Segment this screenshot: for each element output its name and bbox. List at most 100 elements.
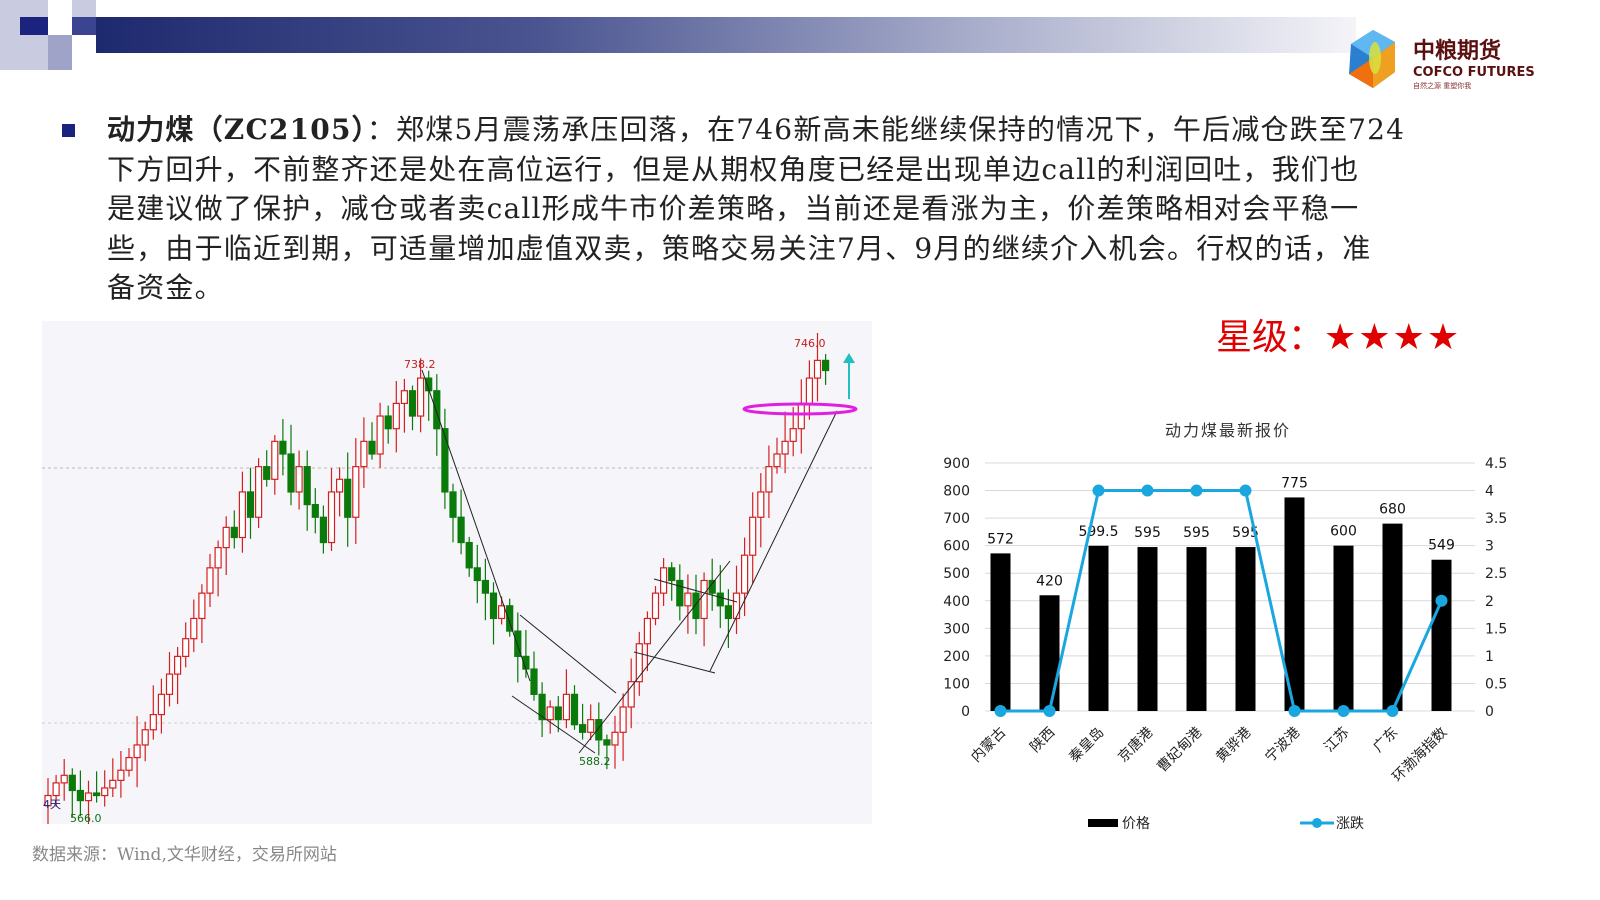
line-point	[1190, 484, 1203, 497]
x-tick-label: 黄骅港	[1213, 724, 1255, 766]
y2-tick-label: 2.5	[1485, 566, 1507, 582]
candle-body	[271, 440, 279, 480]
y-tick-label: 200	[943, 649, 970, 665]
y2-tick-label: 0	[1485, 704, 1494, 720]
candle-body	[635, 643, 643, 683]
candle-body	[352, 466, 360, 518]
candle-body	[765, 466, 773, 493]
bar	[1382, 523, 1403, 711]
line-point	[1337, 705, 1350, 717]
candle-body	[417, 377, 425, 417]
bar-value-label: 420	[1036, 573, 1063, 589]
candle-body	[125, 756, 133, 771]
candle-body	[198, 592, 206, 620]
data-source: 数据来源：Wind,文华财经，交易所网站	[32, 845, 337, 865]
bullet-icon	[62, 124, 75, 137]
decor-square	[20, 17, 48, 35]
candle-body	[174, 655, 182, 675]
candle-body	[538, 693, 546, 721]
low-label: 566.0	[70, 812, 102, 824]
bar	[1186, 547, 1207, 711]
candle-body	[651, 592, 660, 620]
bar	[1137, 547, 1158, 711]
trend-line	[511, 695, 596, 754]
logo-text-cn: 中粮期货	[1413, 38, 1501, 64]
legend-swatch-bar	[1088, 819, 1118, 827]
candle-body	[60, 774, 68, 784]
candle-body	[732, 592, 741, 620]
high-label: 738.2	[404, 358, 436, 371]
candle-body	[165, 673, 174, 695]
bar	[1088, 545, 1109, 711]
candle-body	[724, 605, 733, 620]
trend-line	[421, 369, 531, 682]
paragraph-line: 些，由于临近到期，可适量增加虚值双卖，策略交易关注7月、9月的继续介入机会。行权…	[107, 231, 1372, 265]
candle-body	[489, 592, 498, 620]
candle-body	[52, 782, 60, 797]
y-tick-label: 400	[943, 594, 970, 610]
bar-value-label: 680	[1379, 502, 1406, 518]
y-tick-label: 700	[943, 511, 970, 527]
candle-body	[344, 478, 352, 518]
candle-body	[789, 428, 797, 442]
candle-body	[676, 579, 684, 607]
decor-square	[0, 0, 48, 70]
candle-body	[562, 693, 571, 721]
analysis-paragraph: 动力煤（ZC2105）：郑煤5月震荡承压回落，在746新高未能继续保持的情况下，…	[107, 110, 1527, 308]
y-tick-label: 0	[961, 704, 970, 720]
bar-value-label: 549	[1428, 538, 1455, 554]
logo-slogan: 自然之源 重塑你我	[1413, 81, 1471, 90]
candle-body	[546, 706, 554, 721]
candle-body	[400, 390, 408, 404]
y2-tick-label: 1.5	[1485, 621, 1507, 637]
candle-body	[611, 731, 619, 746]
candle-body	[821, 359, 830, 372]
y-tick-label: 300	[943, 621, 970, 637]
header-gradient-bar	[96, 17, 1356, 53]
y-tick-label: 500	[943, 566, 970, 582]
highlight-ellipse	[742, 402, 858, 416]
candle-body	[700, 579, 708, 620]
candle-body	[603, 739, 611, 746]
candle-body	[797, 402, 805, 430]
candle-body	[595, 719, 603, 741]
y2-tick-label: 3	[1485, 539, 1494, 555]
bar-value-label: 595	[1134, 525, 1161, 541]
candle-body	[327, 491, 336, 544]
x-tick-label: 陕西	[1027, 725, 1058, 756]
candle-body	[449, 491, 457, 518]
candle-body	[214, 547, 222, 569]
paragraph-line: 备资金。	[107, 271, 224, 304]
period-label: 4天	[43, 798, 61, 811]
candle-body	[805, 377, 814, 404]
y-tick-label: 800	[943, 484, 970, 500]
candle-body	[133, 744, 141, 759]
candle-body	[530, 668, 538, 695]
candle-body	[206, 567, 214, 594]
trend-line	[709, 410, 838, 672]
candle-body	[554, 706, 562, 721]
candle-body	[182, 638, 190, 657]
y-tick-label: 100	[943, 676, 970, 692]
legend-swatch-point	[1312, 818, 1322, 828]
candle-body	[619, 706, 627, 733]
candle-body	[360, 440, 368, 468]
candle-body	[627, 681, 635, 708]
candle-body	[230, 526, 238, 539]
candle-body	[481, 579, 489, 594]
candle-body	[514, 630, 522, 657]
candle-body	[465, 541, 473, 569]
candle-body	[117, 769, 125, 781]
candle-body	[279, 440, 287, 455]
line-point	[1288, 705, 1301, 717]
price-chart: 动力煤最新报价 0 100 200 300 400 500 600 700 800 900 0 0.5 1…	[943, 421, 1507, 832]
y2-tick-label: 4	[1485, 484, 1494, 500]
candle-body	[740, 554, 749, 594]
paragraph-line: 是建议做了保护，减仓或者卖call形成牛市价差策略，当前还是看涨为主，价差策略相…	[107, 192, 1360, 225]
candle-body	[668, 567, 676, 582]
paragraph-heading: 动力煤（ZC2105）	[107, 113, 367, 146]
candle-body	[101, 787, 109, 797]
line-series	[1000, 489, 1443, 713]
rating-label: 星级：	[1216, 317, 1325, 358]
chart-title: 动力煤最新报价	[1165, 421, 1291, 440]
